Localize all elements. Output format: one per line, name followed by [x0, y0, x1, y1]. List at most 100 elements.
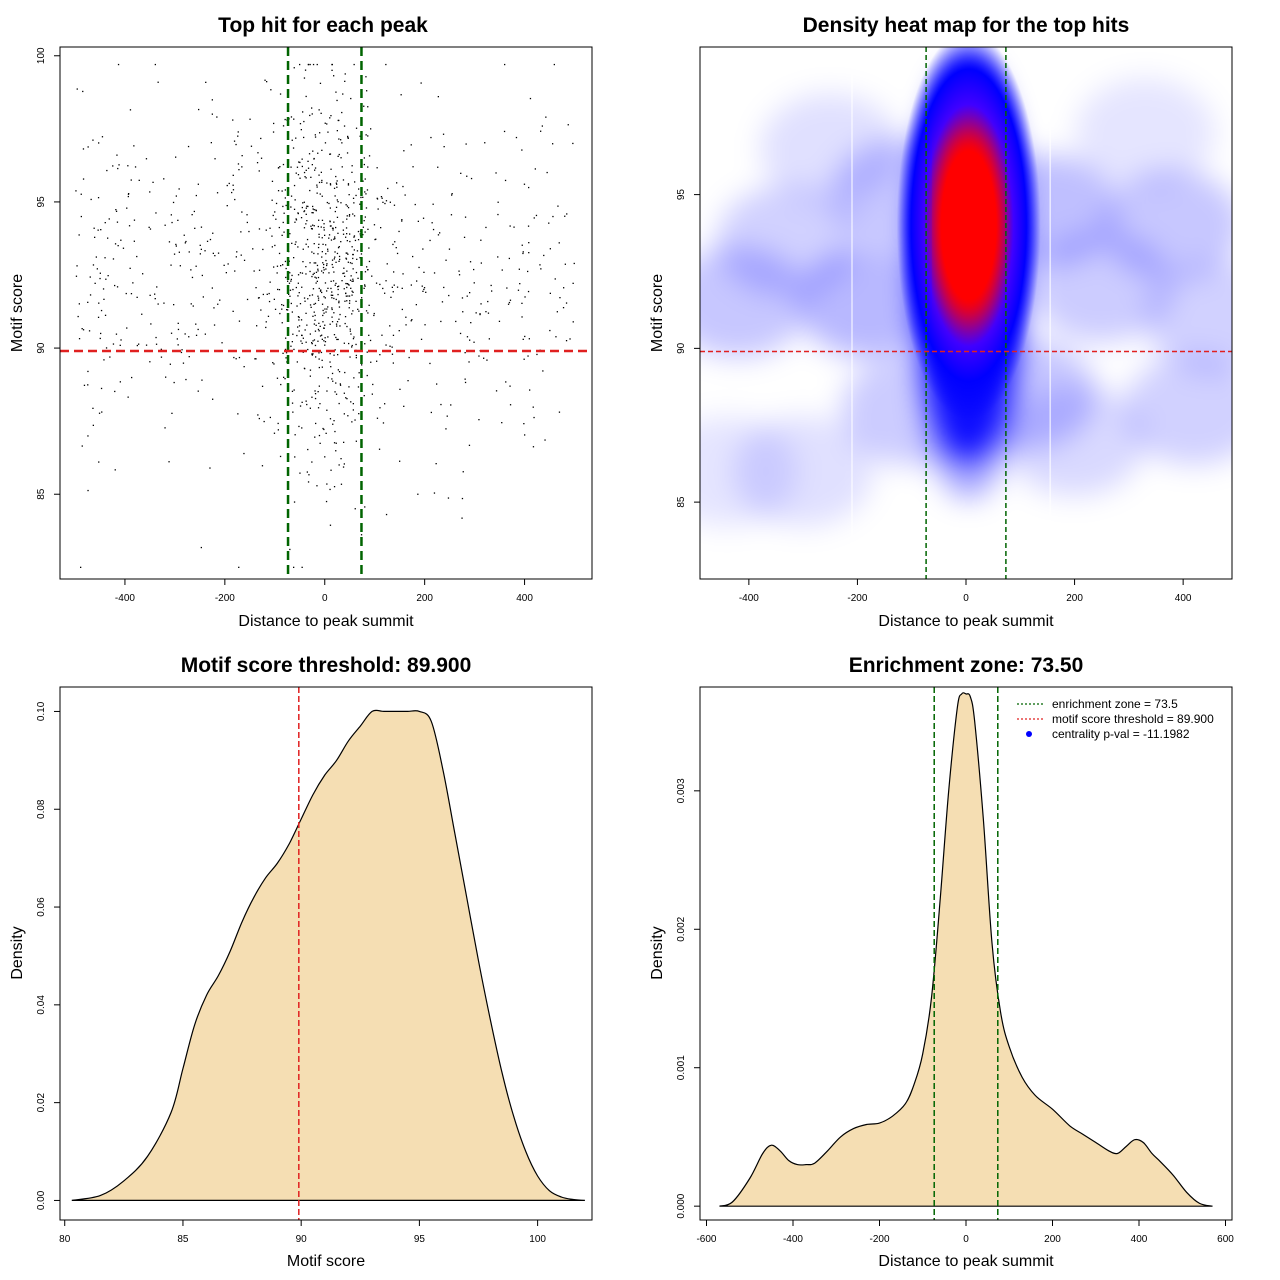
- scatter-point: [352, 197, 355, 199]
- scatter-point: [299, 272, 302, 274]
- scatter-point: [309, 294, 311, 297]
- scatter-point: [305, 312, 307, 314]
- scatter-point: [105, 278, 107, 280]
- scatter-point: [362, 234, 364, 236]
- scatter-point: [475, 312, 477, 314]
- scatter-point: [345, 257, 347, 259]
- scatter-point: [314, 390, 316, 392]
- scatter-point: [175, 245, 177, 247]
- distance-density-ylabel: Density: [649, 926, 666, 979]
- scatter-point: [464, 352, 466, 354]
- scatter-point: [366, 374, 368, 377]
- scatter-point: [404, 194, 406, 196]
- scatter-point: [322, 262, 324, 264]
- scatter-point: [314, 136, 317, 138]
- scatter-point: [274, 308, 277, 310]
- scatter-point: [235, 143, 237, 146]
- scatter-point: [266, 293, 268, 295]
- scatter-point: [389, 325, 391, 327]
- scatter-point: [295, 219, 298, 221]
- scatter-point: [300, 217, 303, 219]
- scatter-point: [305, 273, 307, 275]
- scatter-point: [156, 286, 158, 288]
- scatter-point: [411, 319, 413, 321]
- scatter-point: [360, 534, 363, 536]
- scatter-point: [329, 184, 332, 186]
- scatter-point: [246, 214, 248, 216]
- scatter-point: [338, 153, 340, 156]
- scatter-point: [399, 460, 401, 462]
- scatter-point: [301, 342, 303, 344]
- scatter-point: [87, 370, 89, 373]
- scatter-point: [287, 280, 289, 282]
- scatter-point: [303, 210, 305, 213]
- y-tick-label: 0.00: [36, 1190, 47, 1210]
- scatter-point: [117, 167, 119, 170]
- scatter-point: [177, 344, 179, 346]
- legend: enrichment zone = 73.5 motif score thres…: [1017, 697, 1214, 741]
- scatter-point: [341, 280, 343, 282]
- scatter-point: [328, 272, 330, 274]
- scatter-point: [98, 461, 100, 463]
- scatter-point: [347, 415, 349, 417]
- scatter-point: [318, 366, 320, 369]
- scatter-point: [353, 249, 355, 251]
- scatter-point: [149, 361, 151, 363]
- scatter-point: [299, 63, 301, 66]
- scatter-point: [87, 489, 89, 492]
- scatter-point: [346, 286, 348, 289]
- scatter-point: [314, 314, 316, 317]
- scatter-point: [319, 325, 321, 327]
- heatmap-xlabel: Distance to peak summit: [878, 613, 1054, 630]
- scatter-point: [312, 205, 314, 208]
- scatter-point: [234, 270, 236, 272]
- y-tick-label: 85: [36, 488, 47, 500]
- scatter-point: [345, 295, 347, 297]
- scatter-point: [185, 378, 187, 381]
- scatter-point: [359, 203, 361, 205]
- scatter-point: [326, 264, 328, 267]
- score-density-xlabel: Motif score: [287, 1253, 365, 1270]
- scatter-point: [314, 319, 316, 321]
- scatter-point: [313, 262, 315, 264]
- scatter-point: [299, 123, 302, 125]
- scatter-point: [366, 90, 368, 92]
- scatter-point: [334, 284, 336, 286]
- scatter-point: [291, 402, 294, 404]
- scatter-point: [160, 356, 163, 358]
- scatter-point: [104, 222, 106, 224]
- scatter-point: [329, 323, 331, 325]
- x-tick-label: 90: [296, 1234, 308, 1245]
- scatter-point: [557, 205, 559, 207]
- scatter-point: [468, 444, 471, 446]
- scatter-point: [238, 356, 241, 359]
- scatter-point: [396, 286, 399, 288]
- scatter-point: [379, 283, 381, 286]
- scatter-point: [149, 228, 152, 230]
- scatter-point: [368, 155, 371, 157]
- scatter-point: [323, 340, 325, 342]
- scatter-point: [309, 369, 312, 371]
- scatter-point: [78, 303, 80, 305]
- scatter-point: [497, 201, 499, 203]
- scatter-point: [323, 428, 325, 431]
- scatter-point: [334, 251, 336, 253]
- scatter-point: [462, 471, 464, 473]
- x-tick-label: 95: [414, 1234, 426, 1245]
- heatmap-surface: [700, 47, 1232, 579]
- scatter-point: [348, 386, 350, 388]
- scatter-point: [80, 566, 82, 568]
- scatter-point: [343, 342, 345, 344]
- scatter-point: [333, 258, 335, 260]
- scatter-point: [188, 356, 190, 358]
- scatter-point: [289, 548, 291, 551]
- scatter-point: [335, 336, 337, 339]
- scatter-point: [334, 391, 336, 393]
- scatter-point: [271, 235, 273, 237]
- scatter-point: [103, 298, 105, 300]
- scatter-point: [509, 299, 512, 301]
- heatmap-title: Density heat map for the top hits: [803, 14, 1130, 37]
- scatter-point: [297, 316, 300, 318]
- scatter-point: [292, 147, 295, 149]
- scatter-point: [285, 357, 287, 359]
